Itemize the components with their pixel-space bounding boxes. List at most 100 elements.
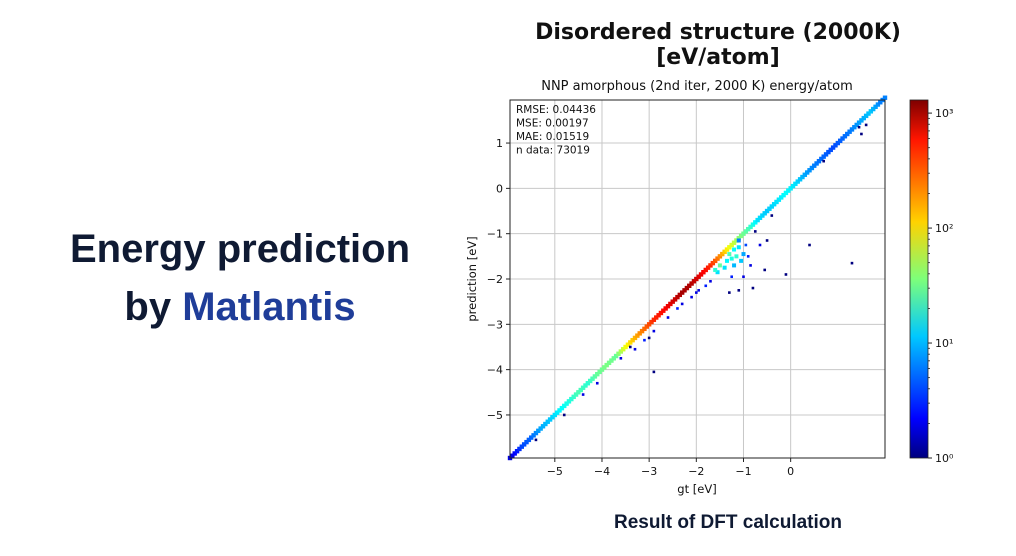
colorbar-tick-label: 10¹ bbox=[935, 337, 953, 350]
density-cell bbox=[724, 258, 729, 263]
x-axis-label: gt [eV] bbox=[677, 482, 716, 496]
density-cell bbox=[652, 370, 656, 374]
y-tick-label: 1 bbox=[496, 137, 503, 150]
density-cell bbox=[736, 236, 741, 241]
density-cell bbox=[753, 220, 758, 225]
density-cell bbox=[856, 120, 862, 125]
density-cell bbox=[677, 292, 683, 298]
density-cell bbox=[795, 179, 800, 184]
density-cell bbox=[529, 435, 534, 440]
density-cell bbox=[741, 231, 746, 236]
density-cell bbox=[562, 413, 566, 417]
density-cell bbox=[783, 190, 789, 196]
x-ticks: −5 −4 −3 −2 −1 0 bbox=[547, 458, 794, 478]
y-axis-label: prediction [eV] bbox=[465, 236, 479, 321]
density-cell bbox=[543, 421, 548, 427]
density-cell bbox=[628, 340, 633, 345]
density-cell bbox=[715, 270, 720, 275]
density-cell bbox=[652, 329, 656, 333]
density-cell bbox=[680, 302, 684, 306]
density-cell bbox=[709, 279, 712, 283]
density-cell bbox=[859, 118, 864, 123]
density-cell bbox=[540, 424, 546, 429]
density-cell bbox=[682, 288, 687, 293]
x-tick-label: −3 bbox=[641, 465, 657, 478]
density-cell bbox=[724, 247, 730, 252]
density-cell bbox=[751, 286, 755, 290]
density-cell bbox=[779, 195, 784, 200]
density-cell bbox=[748, 224, 753, 230]
density-cell bbox=[635, 333, 640, 338]
density-cell bbox=[830, 145, 836, 150]
density-cell bbox=[644, 324, 649, 329]
density-cell bbox=[519, 444, 524, 449]
y-tick-label: −2 bbox=[487, 273, 503, 286]
density-cell bbox=[802, 172, 808, 177]
density-cell bbox=[770, 214, 774, 217]
density-cell bbox=[595, 371, 600, 377]
density-cell bbox=[720, 251, 725, 257]
density-cell bbox=[786, 188, 791, 193]
density-cell bbox=[621, 347, 626, 352]
density-cell bbox=[864, 123, 868, 127]
density-cell bbox=[531, 433, 536, 438]
colorbar-ticks: 10⁰ 10¹ 10² 10³ bbox=[928, 107, 954, 465]
density-cell bbox=[762, 211, 767, 216]
density-cell bbox=[691, 279, 697, 284]
density-cell bbox=[753, 230, 757, 233]
density-cell bbox=[590, 376, 595, 381]
density-cell bbox=[599, 367, 605, 372]
density-cell bbox=[583, 383, 588, 388]
density-cell bbox=[656, 313, 661, 318]
density-cell bbox=[637, 331, 642, 336]
density-cell bbox=[860, 132, 863, 136]
density-cell bbox=[672, 297, 678, 302]
density-cell bbox=[732, 247, 737, 252]
density-cell bbox=[739, 258, 744, 263]
density-cell bbox=[604, 362, 609, 368]
density-cell bbox=[654, 315, 659, 320]
x-tick-label: 0 bbox=[787, 465, 794, 478]
density-cell bbox=[580, 385, 586, 390]
density-cell bbox=[732, 263, 737, 268]
y-tick-label: −5 bbox=[487, 409, 503, 422]
density-cell bbox=[826, 149, 831, 155]
y-tick-label: −1 bbox=[487, 228, 503, 241]
density-cell bbox=[642, 326, 647, 332]
density-cell bbox=[697, 289, 700, 292]
density-cell bbox=[793, 181, 798, 187]
headline-line-1: Energy prediction bbox=[69, 227, 411, 271]
density-cell bbox=[871, 106, 876, 112]
density-cell bbox=[819, 156, 824, 162]
density-cell bbox=[690, 295, 693, 299]
y-tick-label: −4 bbox=[487, 364, 503, 377]
density-cell bbox=[808, 243, 811, 247]
density-cell bbox=[668, 301, 673, 307]
density-cell bbox=[734, 238, 739, 243]
density-cell bbox=[741, 252, 746, 257]
bottom-caption: Result of DFT calculation bbox=[613, 512, 843, 533]
headline-line-2: by Matlantis bbox=[40, 278, 440, 336]
density-cell bbox=[646, 322, 652, 327]
density-cell bbox=[730, 275, 733, 279]
density-cell bbox=[708, 263, 713, 268]
density-cell bbox=[866, 111, 871, 116]
density-cell bbox=[675, 294, 680, 300]
density-cell bbox=[722, 249, 727, 255]
density-cell bbox=[749, 264, 752, 267]
stats-line: MAE: 0.01519 bbox=[516, 131, 589, 143]
density-cell bbox=[746, 255, 750, 258]
density-cell bbox=[842, 134, 848, 139]
density-cell bbox=[734, 254, 739, 259]
density-cell bbox=[878, 100, 883, 105]
density-cell bbox=[760, 213, 765, 218]
density-cell bbox=[587, 378, 593, 384]
density-cell bbox=[710, 260, 716, 266]
density-cell bbox=[698, 272, 704, 277]
grid bbox=[510, 100, 885, 458]
density-cell bbox=[882, 95, 888, 100]
density-cell bbox=[797, 177, 803, 182]
density-cell bbox=[781, 192, 786, 198]
density-cell bbox=[701, 270, 706, 275]
x-tick-label: −1 bbox=[735, 465, 751, 478]
